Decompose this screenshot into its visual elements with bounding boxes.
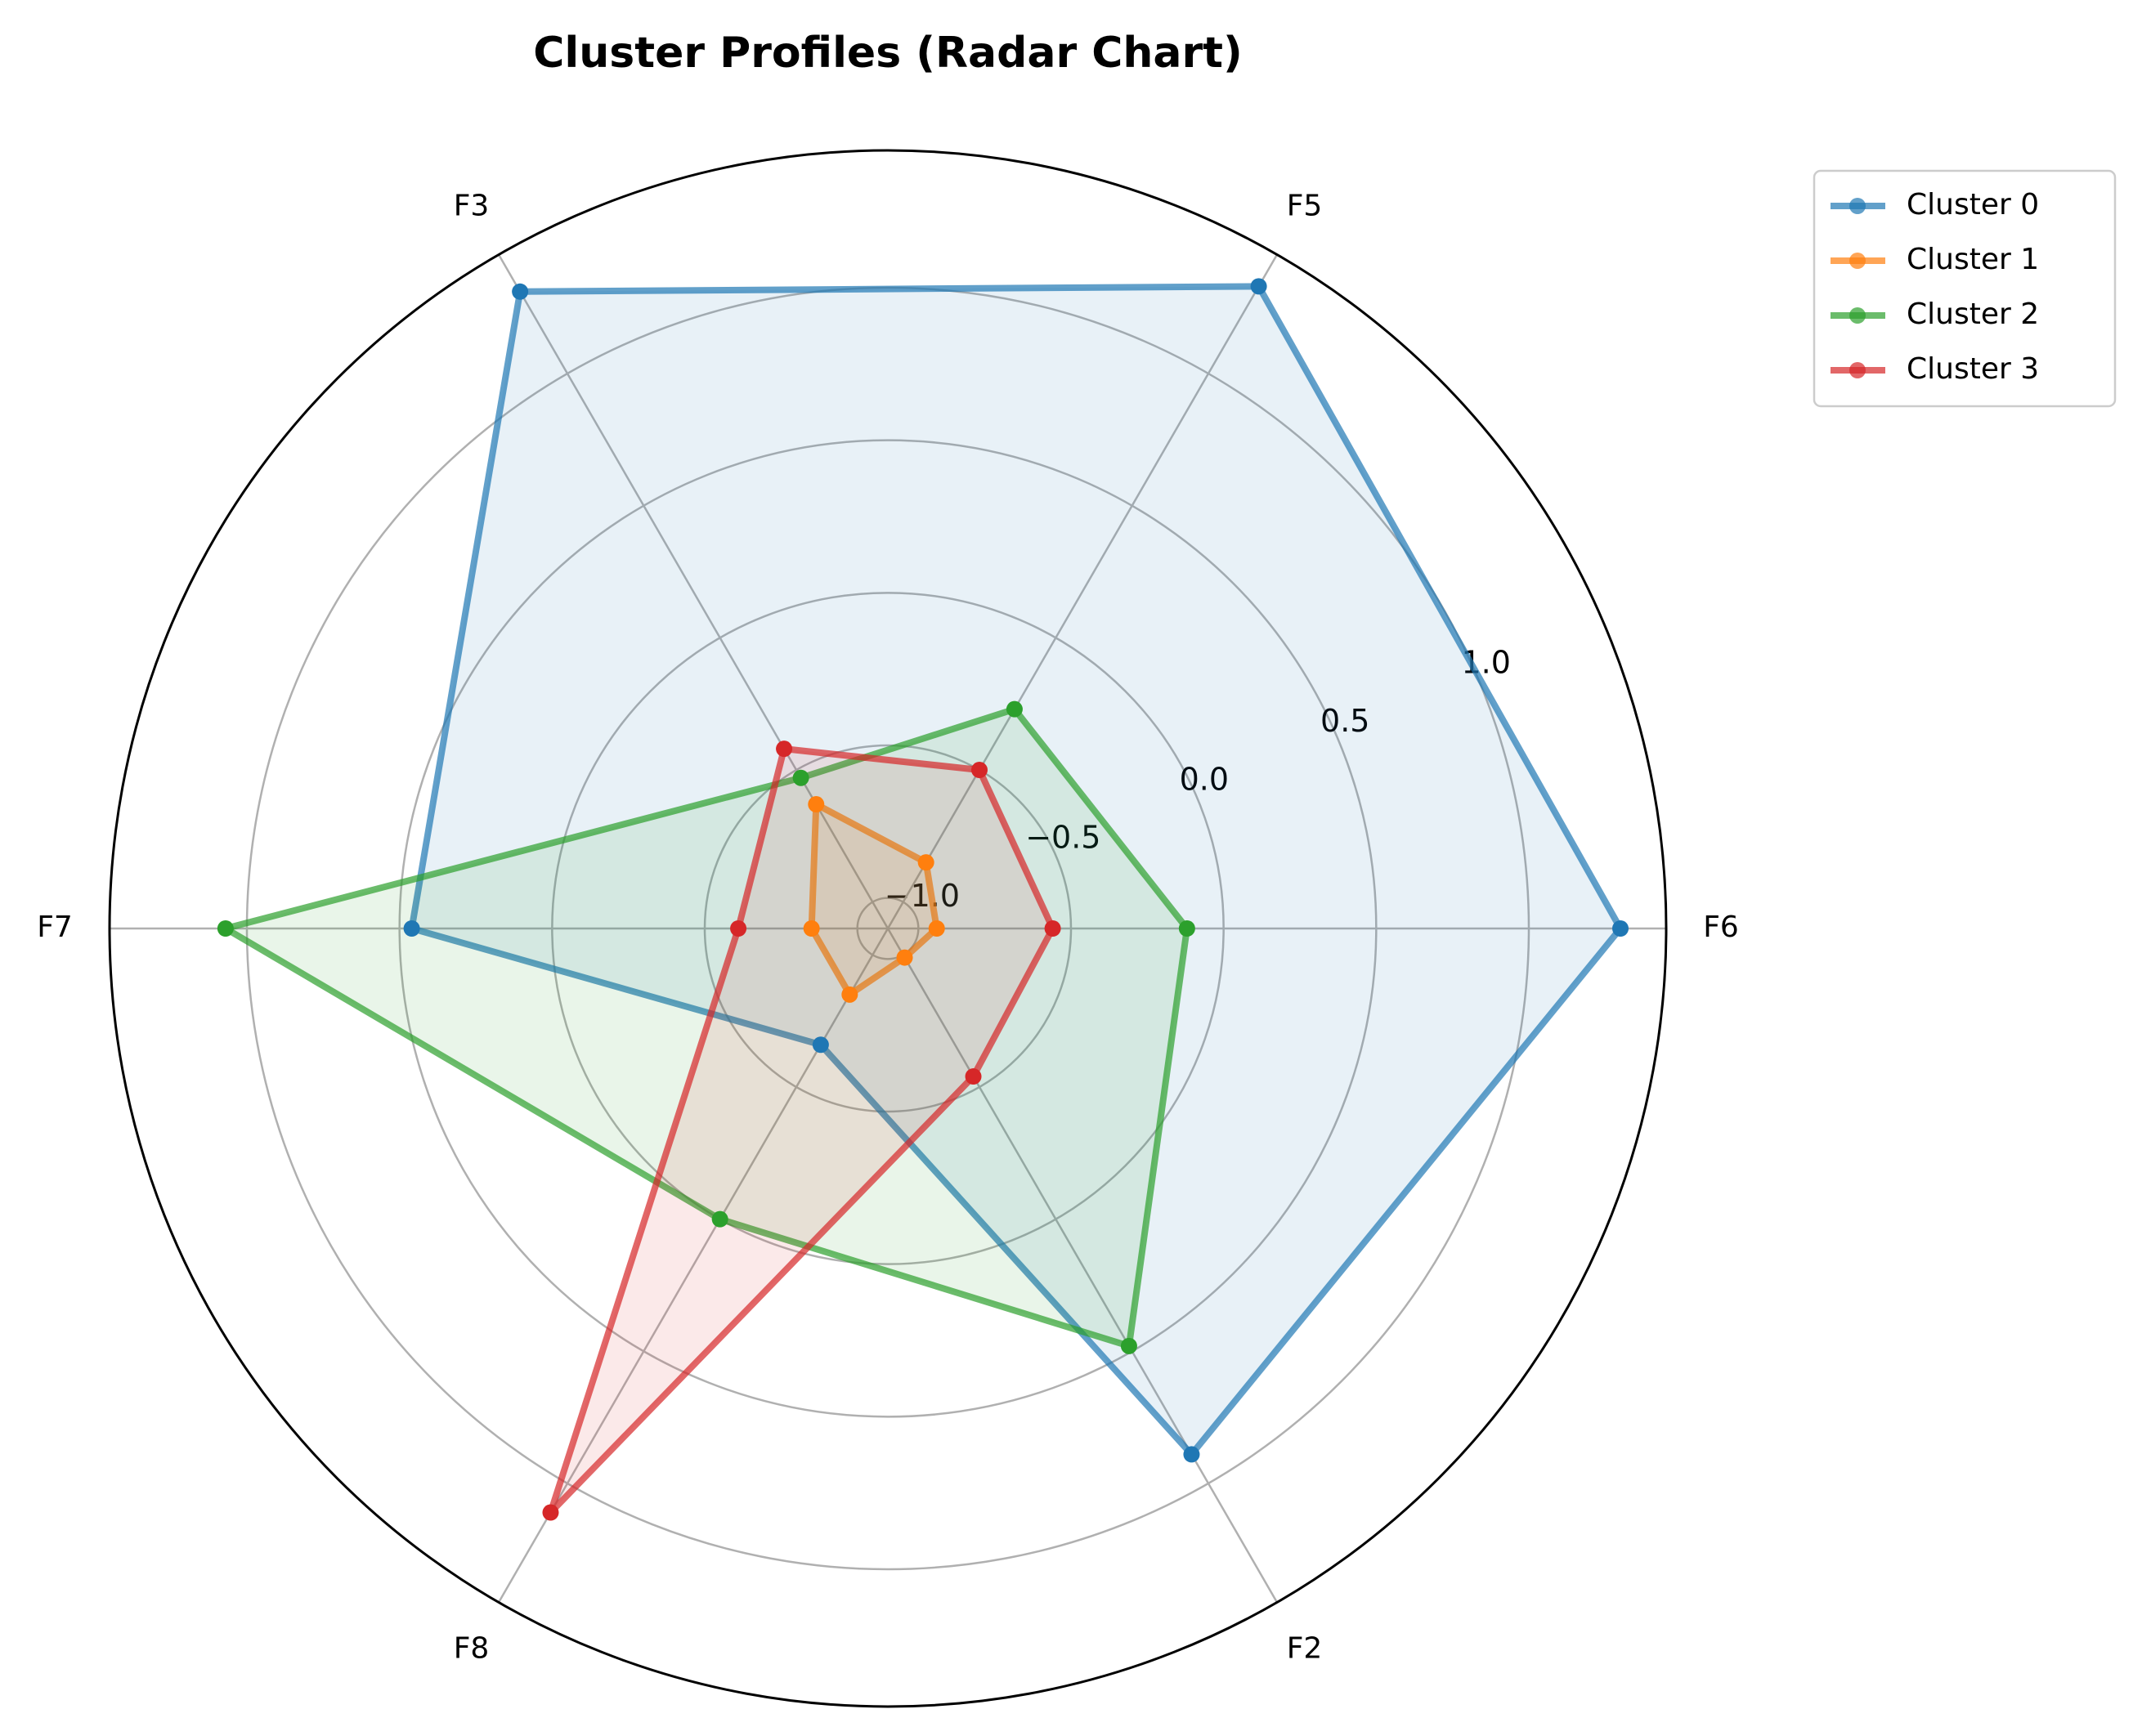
marker: [1612, 920, 1629, 937]
spoke: [886, 928, 1279, 1604]
category-label: F6: [1703, 911, 1739, 944]
chart-title: Cluster Profiles (Radar Chart): [533, 29, 1243, 78]
marker: [928, 920, 945, 937]
marker: [1044, 920, 1061, 937]
r-tick-label: 0.0: [1180, 761, 1229, 797]
area: [550, 749, 1053, 1513]
category-label: F2: [1287, 1631, 1323, 1665]
marker: [841, 986, 858, 1003]
marker: [217, 920, 234, 937]
marker: [803, 920, 820, 937]
category-label: F7: [37, 911, 73, 944]
r-tick-label: 0.5: [1320, 703, 1369, 739]
marker: [1120, 1337, 1137, 1354]
r-tick-label: −1.0: [885, 878, 960, 914]
legend-label: Cluster 1: [1907, 243, 2039, 276]
spoke: [497, 253, 890, 929]
legend-marker: [1849, 362, 1866, 378]
marker: [917, 854, 934, 871]
marker: [512, 283, 529, 300]
marker: [1183, 1446, 1200, 1463]
marker: [896, 949, 913, 966]
r-tick-label: −0.5: [1025, 820, 1100, 856]
marker: [711, 1210, 728, 1228]
marker: [812, 1036, 829, 1054]
marker: [776, 740, 793, 758]
outer-frame: [108, 149, 1668, 1708]
marker: [542, 1504, 559, 1521]
marker: [808, 796, 825, 813]
marker: [1006, 700, 1023, 718]
marker: [971, 762, 988, 779]
legend-label: Cluster 3: [1907, 352, 2039, 386]
marker: [403, 920, 420, 937]
category-label: F5: [1287, 190, 1323, 223]
marker: [1250, 278, 1267, 295]
legend-label: Cluster 0: [1907, 188, 2039, 221]
legend-marker: [1849, 307, 1866, 324]
marker: [730, 920, 747, 937]
legend-box: [1813, 169, 2117, 408]
category-label: F3: [454, 190, 490, 223]
marker: [1178, 920, 1195, 937]
category-label: F8: [454, 1631, 490, 1665]
marker: [792, 769, 809, 786]
legend-label: Cluster 2: [1907, 298, 2039, 331]
area: [411, 286, 1621, 1455]
spoke: [886, 253, 1279, 929]
marker: [965, 1068, 982, 1085]
legend-marker: [1849, 253, 1866, 269]
legend-marker: [1849, 198, 1866, 214]
